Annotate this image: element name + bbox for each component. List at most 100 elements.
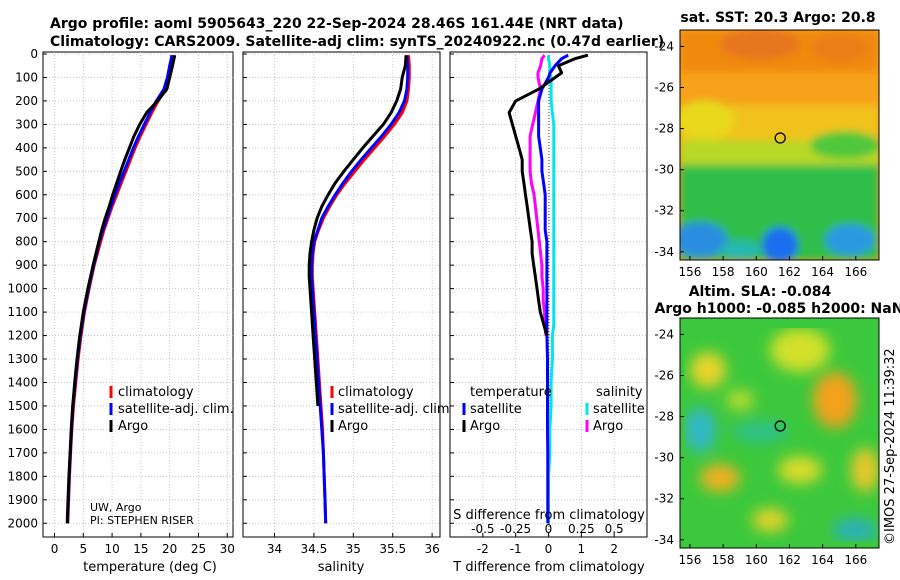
legend-temperature-title: temperature bbox=[470, 385, 552, 400]
sla-map-frame bbox=[679, 317, 880, 549]
sst-yellow-blob bbox=[680, 100, 735, 140]
map-y-tick-label: -28 bbox=[654, 122, 674, 136]
sst-map-frame bbox=[679, 29, 880, 261]
sla-orange-blob-b bbox=[700, 464, 740, 492]
depth-tick-label: 1900 bbox=[7, 493, 38, 507]
map-y-tick-label: -26 bbox=[654, 81, 674, 95]
x-tick-label: 36 bbox=[424, 542, 439, 556]
depth-tick-label: 1800 bbox=[7, 469, 38, 483]
sst-blue-blob-b bbox=[762, 227, 798, 260]
sst-color-blobs bbox=[680, 30, 879, 260]
sst-map-ticks: 156 158 160 162 164 166 -24 -26 -28 -30 -32 -34 bbox=[654, 39, 867, 279]
d-legend-label-s-satellite: satellite bbox=[593, 402, 645, 417]
temperature-legend: climatology satellite-adj. clim. Argo bbox=[109, 385, 234, 434]
depth-tick-label: 100 bbox=[15, 70, 38, 84]
sla-map-field bbox=[680, 318, 879, 548]
s-legend-label-argo: Argo bbox=[338, 419, 368, 434]
map-y-tick-label: -32 bbox=[654, 204, 674, 218]
map-x-tick-label: 158 bbox=[712, 265, 735, 279]
sst-green-blob bbox=[810, 131, 879, 159]
sla-lime-blob bbox=[726, 390, 754, 410]
sla-orange-blob-a bbox=[813, 372, 857, 428]
map-y-tick-label: -24 bbox=[654, 327, 674, 341]
difference-panel: -2 -1 0 1 2 -0.5 -0.25 0 0.25 0.5 S difference f… bbox=[449, 51, 648, 575]
series-line-satellite-adj-clim- bbox=[310, 55, 410, 524]
x-tick-label: 35.5 bbox=[379, 542, 406, 556]
sla-yellow-blob-a bbox=[770, 328, 830, 372]
sst-map: sat. SST: 20.3 Argo: 20.8 156 158 160 162 16… bbox=[654, 10, 880, 279]
x-tick-label: 2 bbox=[610, 542, 618, 556]
depth-tick-label: 1600 bbox=[7, 422, 38, 436]
depth-tick-label: 900 bbox=[15, 258, 38, 272]
map-y-tick-label: -30 bbox=[654, 163, 674, 177]
sst-warm-blob-a bbox=[720, 30, 800, 60]
depth-tick-label: 500 bbox=[15, 164, 38, 178]
d-legend-label-t-satellite: satellite bbox=[470, 402, 522, 417]
x-tick-label: 0 bbox=[51, 542, 59, 556]
map-x-tick-label: 160 bbox=[745, 553, 768, 567]
x-tick-label: 30 bbox=[220, 542, 235, 556]
depth-tick-label: 700 bbox=[15, 211, 38, 225]
s-legend-label-satellite: satellite-adj. clim. bbox=[338, 402, 454, 417]
imos-credit: ©IMOS 27-Sep-2024 11:39:32 bbox=[883, 348, 898, 545]
sla-cyan-blob bbox=[684, 408, 716, 452]
depth-tick-label: 2000 bbox=[7, 516, 38, 530]
sst-map-title: sat. SST: 20.3 Argo: 20.8 bbox=[680, 10, 875, 26]
temperature-axes-box bbox=[42, 51, 234, 538]
map-x-tick-label: 164 bbox=[811, 553, 834, 567]
temperature-xlabel: temperature (deg C) bbox=[83, 560, 217, 575]
s-tick-label: 0 bbox=[545, 522, 553, 536]
x-tick-label: -2 bbox=[477, 542, 489, 556]
d-legend-label-s-argo: Argo bbox=[593, 419, 623, 434]
x-tick-label: -1 bbox=[510, 542, 522, 556]
t-difference-xlabel: T difference from climatology bbox=[452, 560, 645, 575]
map-y-tick-label: -34 bbox=[654, 245, 674, 259]
d-legend-label-t-argo: Argo bbox=[470, 419, 500, 434]
s-difference-xlabel: S difference from climatology bbox=[453, 508, 645, 523]
s-tick-label: -0.5 bbox=[471, 522, 494, 536]
x-tick-label: 10 bbox=[104, 542, 119, 556]
depth-tick-label: 400 bbox=[15, 141, 38, 155]
map-x-tick-label: 166 bbox=[844, 553, 867, 567]
depth-tick-labels: 0 100 200 300 400 500 600 700 800 900 1000 1100 1200… bbox=[7, 47, 38, 530]
series-line-salinity-satellite bbox=[547, 55, 556, 524]
depth-tick-label: 600 bbox=[15, 188, 38, 202]
salinity-panel: 34 34.5 35 35.5 36 salinity climatology sate… bbox=[242, 51, 454, 575]
depth-tick-label: 1000 bbox=[7, 282, 38, 296]
series-line-salinity-argo bbox=[528, 54, 548, 336]
salinity-axes-box bbox=[242, 51, 441, 538]
series-line-temperature-satellite bbox=[537, 53, 569, 524]
sla-map-title: Altim. SLA: -0.084 bbox=[689, 284, 832, 300]
depth-tick-label: 1300 bbox=[7, 352, 38, 366]
map-y-tick-label: -24 bbox=[654, 39, 674, 53]
series-line-argo bbox=[65, 54, 177, 524]
difference-lines bbox=[507, 53, 589, 524]
x-tick-label: 35 bbox=[346, 542, 361, 556]
temperature-lines bbox=[65, 54, 177, 524]
x-tick-label: 15 bbox=[133, 542, 148, 556]
sst-blue-blob-a bbox=[680, 222, 728, 258]
sla-map: Altim. SLA: -0.084 Argo h1000: -0.085 h2… bbox=[654, 284, 900, 567]
legend-label-climatology: climatology bbox=[118, 385, 194, 400]
temperature-tick-labels: 0 5 10 15 20 25 30 bbox=[51, 542, 235, 556]
map-y-tick-label: -30 bbox=[654, 451, 674, 465]
depth-tick-label: 300 bbox=[15, 117, 38, 131]
map-y-tick-label: -34 bbox=[654, 533, 674, 547]
sla-color-blobs bbox=[684, 328, 879, 542]
sst-float-marker bbox=[774, 132, 786, 144]
s-difference-tick-labels: -0.5 -0.25 0 0.25 0.5 bbox=[471, 522, 624, 536]
sst-teal-blob bbox=[720, 240, 760, 260]
temperature-grid bbox=[43, 52, 233, 537]
salinity-lines bbox=[307, 55, 411, 524]
s-tick-label: -0.25 bbox=[500, 522, 531, 536]
depth-tick-label: 1200 bbox=[7, 329, 38, 343]
s-tick-label: 0.5 bbox=[605, 522, 624, 536]
s-legend-label-climatology: climatology bbox=[338, 385, 414, 400]
map-x-tick-label: 166 bbox=[844, 265, 867, 279]
map-x-tick-label: 156 bbox=[678, 553, 701, 567]
institution-note: UW, Argo bbox=[90, 501, 142, 514]
x-tick-label: 0 bbox=[545, 542, 553, 556]
salinity-tick-labels: 34 34.5 35 35.5 36 bbox=[267, 542, 440, 556]
depth-tick-label: 1400 bbox=[7, 375, 38, 389]
sla-teal-band bbox=[732, 422, 788, 442]
